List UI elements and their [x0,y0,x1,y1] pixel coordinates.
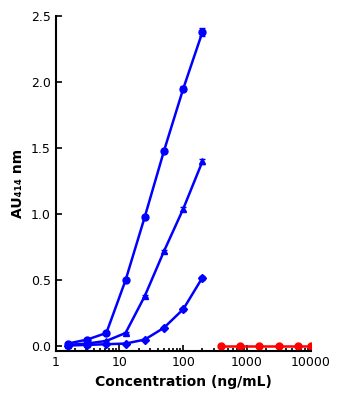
Y-axis label: AU₄₁₄ nm: AU₄₁₄ nm [11,149,25,218]
X-axis label: Concentration (ng/mL): Concentration (ng/mL) [95,375,272,389]
